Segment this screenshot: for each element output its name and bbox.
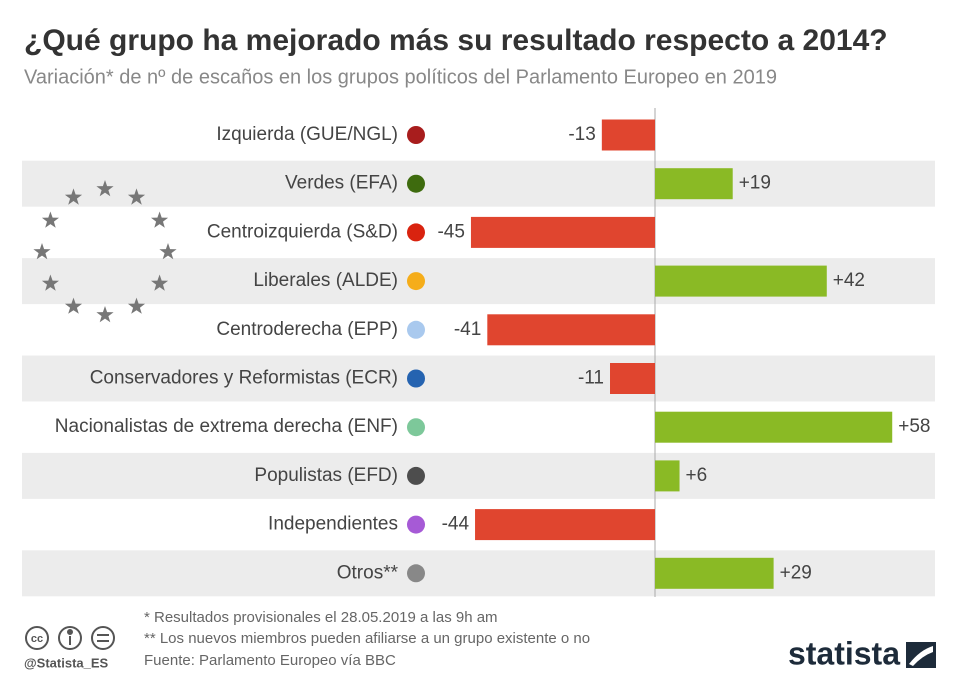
row-band bbox=[22, 452, 935, 499]
star bbox=[151, 274, 169, 291]
star bbox=[41, 211, 59, 228]
category-dot bbox=[407, 418, 425, 437]
value-label: -41 bbox=[454, 319, 481, 340]
star bbox=[127, 188, 146, 205]
category-label: Otros** bbox=[337, 562, 399, 583]
bar bbox=[610, 363, 655, 394]
star bbox=[33, 243, 51, 260]
value-label: +6 bbox=[686, 465, 708, 486]
star bbox=[159, 243, 177, 260]
category-dot bbox=[407, 174, 425, 193]
value-label: -11 bbox=[578, 368, 604, 389]
star bbox=[64, 188, 83, 205]
eu-stars bbox=[33, 180, 177, 323]
value-label: -44 bbox=[442, 514, 470, 535]
value-label: -13 bbox=[568, 124, 595, 145]
star bbox=[127, 297, 146, 314]
category-dot bbox=[407, 320, 425, 339]
row-band bbox=[22, 355, 935, 402]
chart-subtitle: Variación* de nº de escaños en los grupo… bbox=[24, 66, 777, 88]
bar bbox=[487, 314, 655, 346]
category-dot bbox=[407, 515, 425, 534]
star bbox=[41, 274, 59, 291]
star bbox=[96, 306, 114, 323]
star bbox=[64, 297, 83, 314]
value-label: +29 bbox=[780, 562, 812, 583]
category-label: Centroderecha (EPP) bbox=[216, 319, 398, 340]
category-label: Independientes bbox=[268, 514, 398, 535]
bar bbox=[655, 168, 733, 200]
bar bbox=[655, 460, 680, 492]
category-dot bbox=[407, 126, 425, 144]
category-dot bbox=[407, 564, 425, 583]
star bbox=[151, 211, 169, 228]
footnote: * Resultados provisionales el 28.05.2019… bbox=[144, 609, 498, 626]
cc-icons: cc bbox=[25, 626, 115, 650]
category-dot bbox=[407, 466, 425, 485]
category-label: Verdes (EFA) bbox=[285, 173, 398, 194]
source: Fuente: Parlamento Europeo vía BBC bbox=[144, 652, 396, 669]
value-label: +42 bbox=[833, 270, 865, 291]
category-label: Izquierda (GUE/NGL) bbox=[216, 124, 398, 145]
logo: statista bbox=[788, 635, 900, 671]
bar bbox=[655, 557, 774, 589]
star bbox=[96, 180, 114, 197]
category-dot bbox=[407, 223, 425, 242]
bar bbox=[655, 411, 893, 443]
rows: Izquierda (GUE/NGL) -13 Verdes (EFA) +19 Cen… bbox=[22, 108, 935, 597]
category-dot bbox=[407, 369, 425, 388]
category-label: Liberales (ALDE) bbox=[253, 270, 398, 291]
row-band bbox=[22, 550, 935, 597]
bar bbox=[470, 216, 655, 248]
chart-title: ¿Qué grupo ha mejorado más su resultado … bbox=[24, 24, 888, 57]
row-band bbox=[22, 160, 935, 207]
value-label: -45 bbox=[437, 221, 464, 242]
category-label: Conservadores y Reformistas (ECR) bbox=[90, 368, 398, 389]
footnote: ** Los nuevos miembros pueden afiliarse … bbox=[144, 630, 590, 647]
handle: @Statista_ES bbox=[24, 655, 109, 670]
bar bbox=[475, 509, 655, 541]
category-dot bbox=[407, 272, 425, 291]
category-label: Centroizquierda (S&D) bbox=[207, 221, 398, 242]
category-label: Populistas (EFD) bbox=[254, 465, 398, 486]
value-label: +19 bbox=[739, 173, 771, 194]
svg-text:cc: cc bbox=[31, 633, 43, 645]
category-label: Nacionalistas de extrema derecha (ENF) bbox=[55, 416, 398, 437]
bar bbox=[601, 119, 655, 151]
bar bbox=[655, 265, 827, 297]
value-label: +58 bbox=[898, 416, 930, 437]
logo-icon bbox=[906, 642, 936, 668]
